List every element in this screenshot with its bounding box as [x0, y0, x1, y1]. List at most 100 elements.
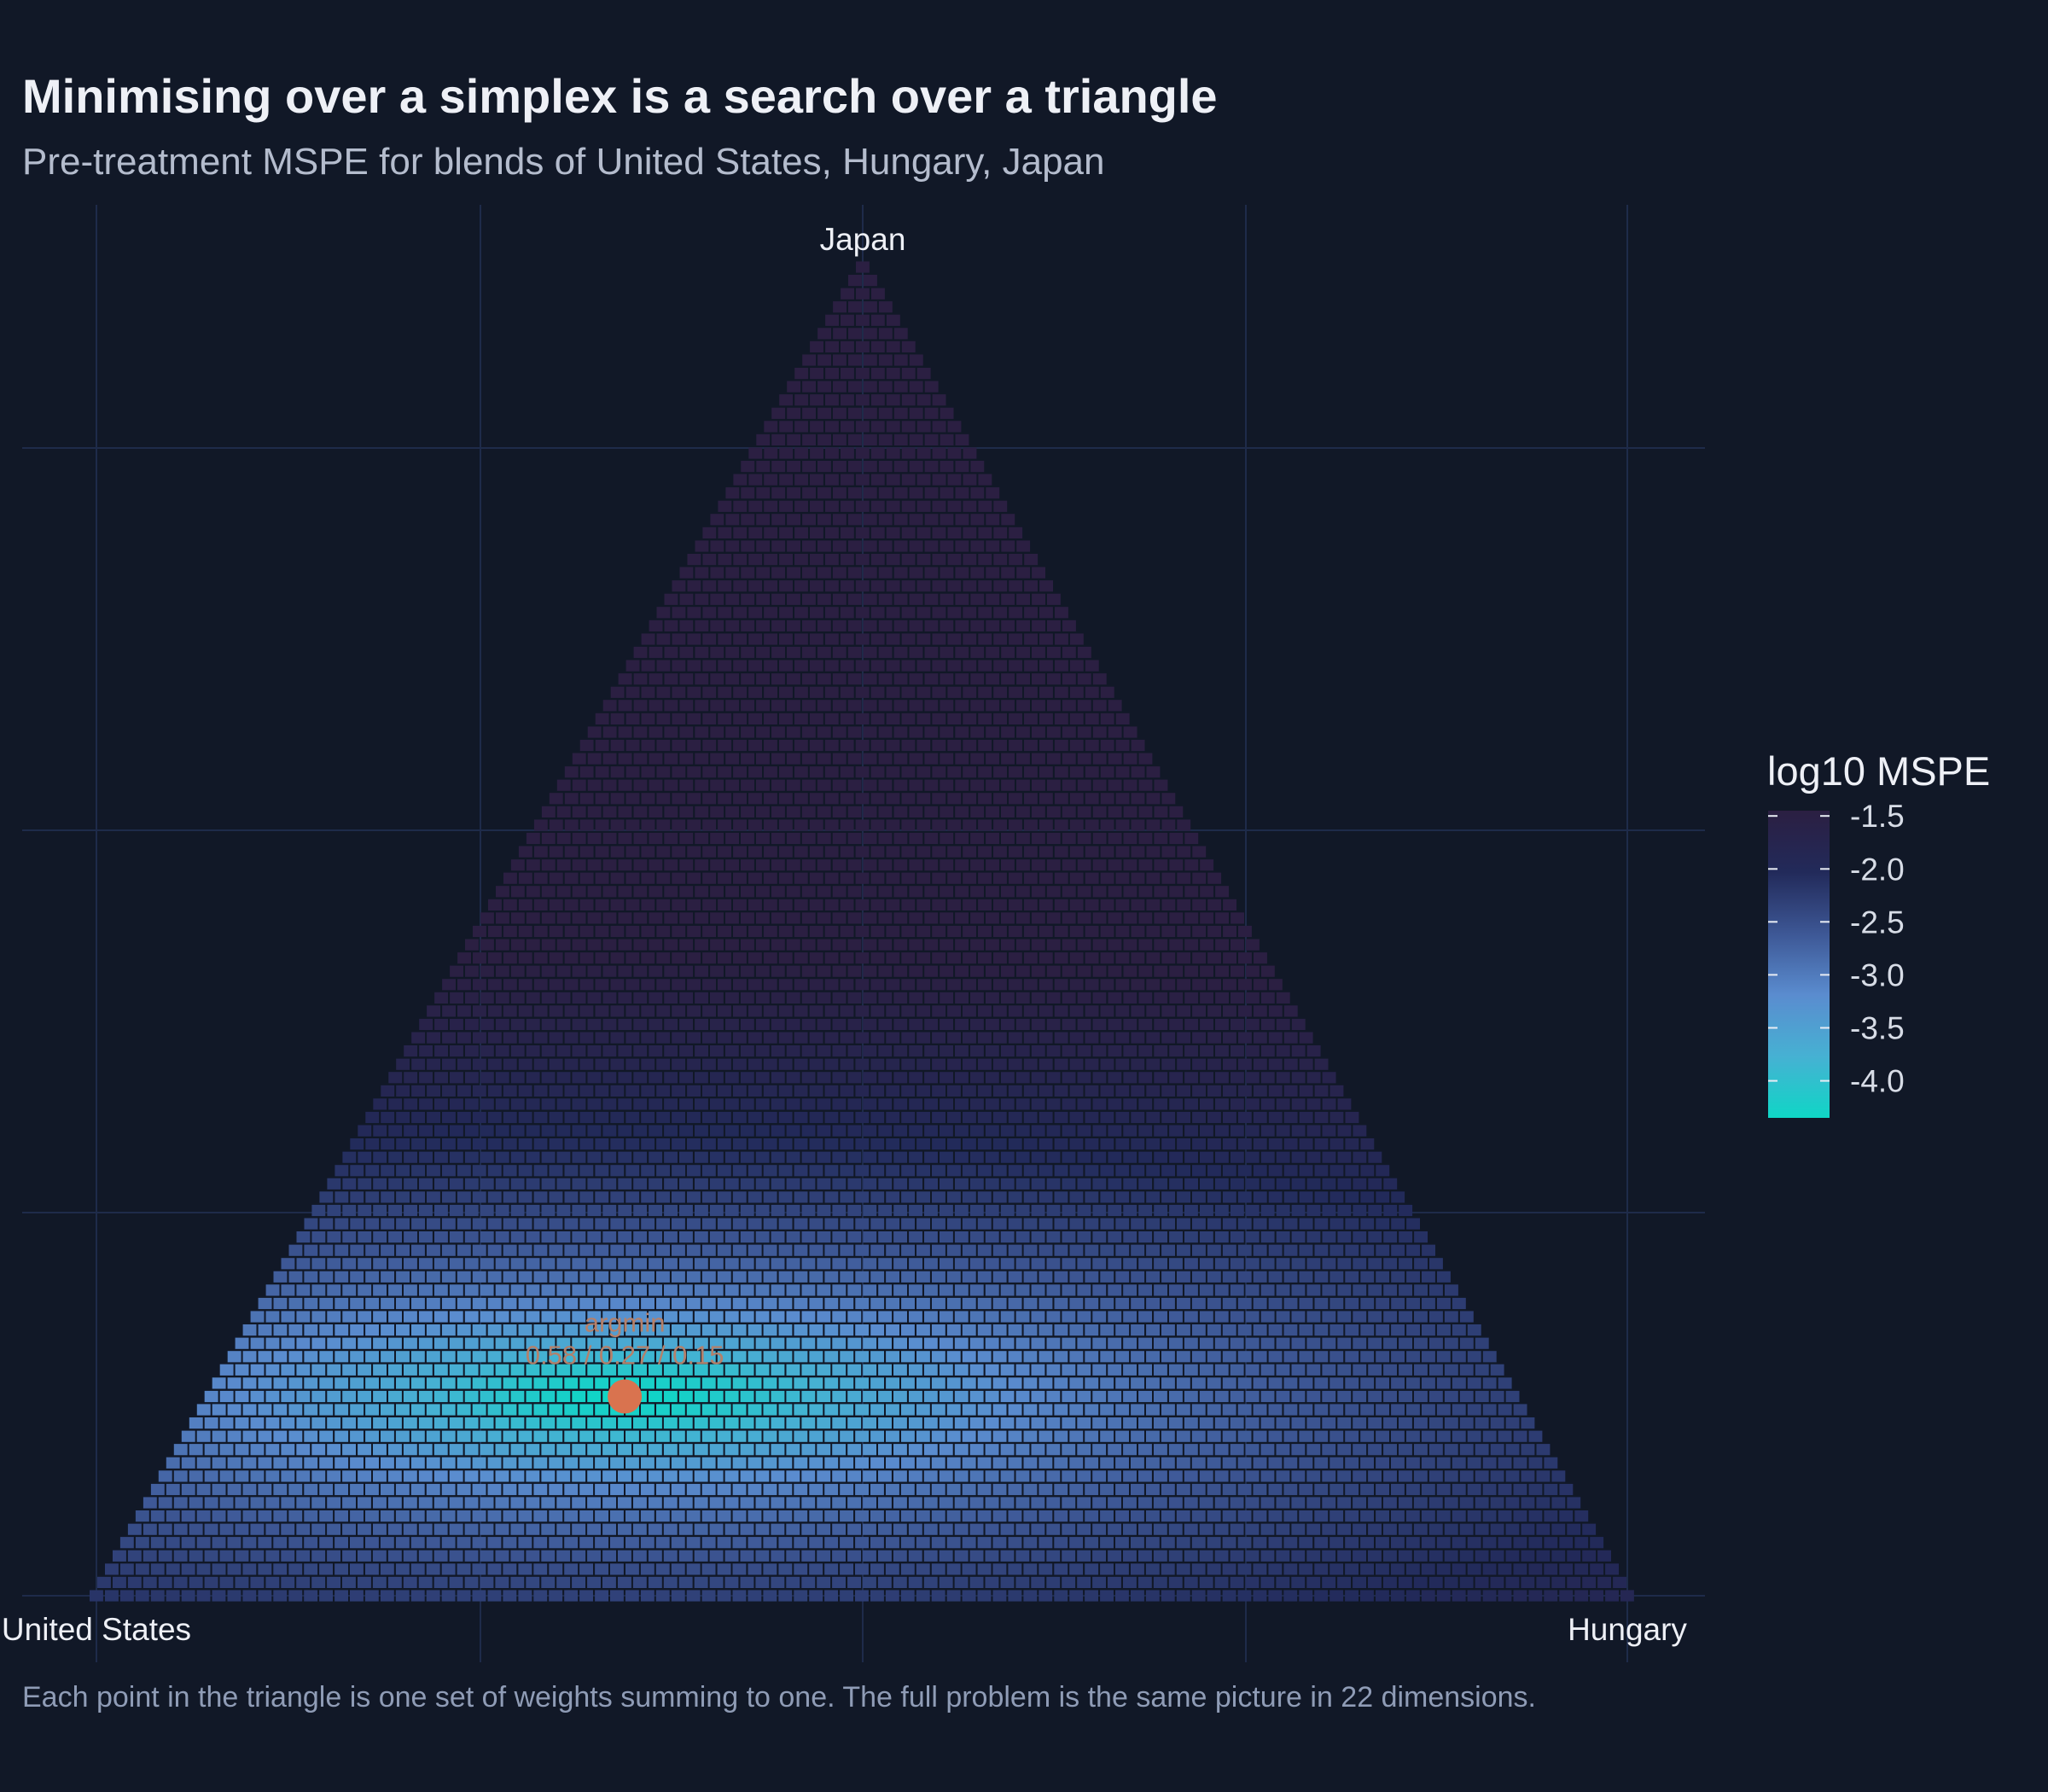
heatmap-cell [1138, 912, 1153, 924]
heatmap-cell [204, 1576, 218, 1588]
heatmap-cell [741, 567, 755, 579]
heatmap-cell [433, 1284, 448, 1296]
heatmap-cell [863, 1311, 877, 1323]
heatmap-cell [940, 1231, 953, 1243]
heatmap-cell [572, 1018, 586, 1031]
heatmap-cell [870, 1138, 885, 1150]
heatmap-cell [985, 1576, 999, 1588]
heatmap-cell [388, 1364, 402, 1376]
heatmap-cell [350, 1430, 364, 1442]
heatmap-cell [1031, 1470, 1045, 1482]
heatmap-cell [1391, 1191, 1405, 1203]
heatmap-cell [909, 514, 923, 526]
heatmap-cell [1032, 753, 1045, 765]
heatmap-cell [893, 1178, 908, 1190]
heatmap-cell [832, 1311, 847, 1323]
heatmap-cell [1000, 1151, 1015, 1163]
heatmap-cell [778, 1563, 793, 1575]
heatmap-cell [1154, 1018, 1168, 1031]
heatmap-cell [1436, 1457, 1451, 1469]
heatmap-cell [449, 1151, 463, 1163]
heatmap-cell [1253, 1244, 1267, 1256]
heatmap-cell [1046, 1311, 1061, 1323]
heatmap-cell [212, 1457, 226, 1469]
heatmap-cell [748, 1297, 762, 1310]
heatmap-cell [1100, 1537, 1114, 1549]
heatmap-cell [702, 633, 717, 645]
heatmap-cell [718, 686, 732, 698]
heatmap-cell [480, 1231, 494, 1243]
heatmap-cell [664, 1072, 678, 1084]
heatmap-cell [442, 1032, 456, 1044]
heatmap-cell [817, 1576, 831, 1588]
heatmap-cell [748, 1483, 762, 1496]
heatmap-cell [1054, 1537, 1068, 1549]
heatmap-cell [1123, 726, 1137, 738]
heatmap-cell [718, 633, 732, 645]
heatmap-cell [901, 1404, 915, 1416]
heatmap-cell [419, 1018, 433, 1031]
heatmap-cell [748, 1510, 762, 1522]
heatmap-cell [1406, 1271, 1420, 1283]
heatmap-cell [373, 1151, 387, 1163]
heatmap-cell [1237, 1483, 1252, 1496]
heatmap-cell [1191, 1297, 1206, 1310]
heatmap-cell [641, 1165, 655, 1177]
heatmap-cell [832, 1364, 847, 1376]
heatmap-cell [649, 1151, 663, 1163]
heatmap-cell [778, 1085, 793, 1097]
heatmap-cell [1368, 1470, 1382, 1482]
heatmap-cell [1123, 806, 1137, 817]
heatmap-cell [587, 1523, 601, 1535]
heatmap-cell [281, 1417, 295, 1429]
heatmap-cell [718, 899, 731, 911]
heatmap-cell [664, 1284, 678, 1296]
heatmap-cell [1039, 925, 1053, 938]
heatmap-cell [1177, 1138, 1190, 1150]
heatmap-cell [709, 1337, 724, 1349]
heatmap-cell [1069, 1297, 1084, 1310]
heatmap-cell [901, 1165, 916, 1177]
heatmap-cell [1032, 700, 1045, 712]
heatmap-cell [863, 1072, 877, 1084]
heatmap-cell [1528, 1590, 1543, 1602]
heatmap-cell [763, 1191, 777, 1203]
heatmap-cell [1069, 1138, 1084, 1150]
heatmap-cell [579, 1590, 593, 1602]
heatmap-cell [1031, 1178, 1045, 1190]
heatmap-cell [717, 1377, 731, 1389]
heatmap-cell [1077, 1178, 1091, 1190]
heatmap-cell [886, 1404, 899, 1416]
heatmap-cell [1092, 1284, 1107, 1296]
heatmap-cell [411, 1085, 425, 1097]
heatmap-cell [702, 527, 717, 538]
heatmap-cell [1268, 1165, 1283, 1177]
heatmap-cell [725, 832, 739, 845]
heatmap-cell [763, 1563, 777, 1575]
heatmap-cell [1436, 1377, 1451, 1389]
heatmap-cell [840, 1563, 853, 1575]
heatmap-cell [595, 952, 609, 964]
heatmap-cell [1031, 859, 1045, 871]
heatmap-cell [150, 1537, 165, 1549]
heatmap-cell [473, 952, 486, 964]
heatmap-cell [1345, 1537, 1359, 1549]
heatmap-cell [1154, 1258, 1167, 1270]
heatmap-cell [1062, 1497, 1076, 1509]
heatmap-cell [748, 607, 763, 619]
heatmap-cell [824, 1191, 839, 1203]
heatmap-cell [533, 1165, 548, 1177]
heatmap-cell [1138, 1284, 1152, 1296]
heatmap-cell [870, 1191, 885, 1203]
heatmap-cell [296, 1444, 311, 1456]
heatmap-cell [1123, 1311, 1137, 1323]
heatmap-cell [748, 554, 763, 566]
heatmap-cell [1031, 1151, 1045, 1163]
heatmap-cell [579, 872, 594, 884]
heatmap-cell [1345, 1457, 1359, 1469]
heatmap-cell [1077, 1231, 1091, 1243]
heatmap-cell [763, 872, 777, 884]
heatmap-cell [418, 1311, 433, 1323]
heatmap-cell [1490, 1523, 1504, 1535]
heatmap-cell [1161, 979, 1176, 991]
